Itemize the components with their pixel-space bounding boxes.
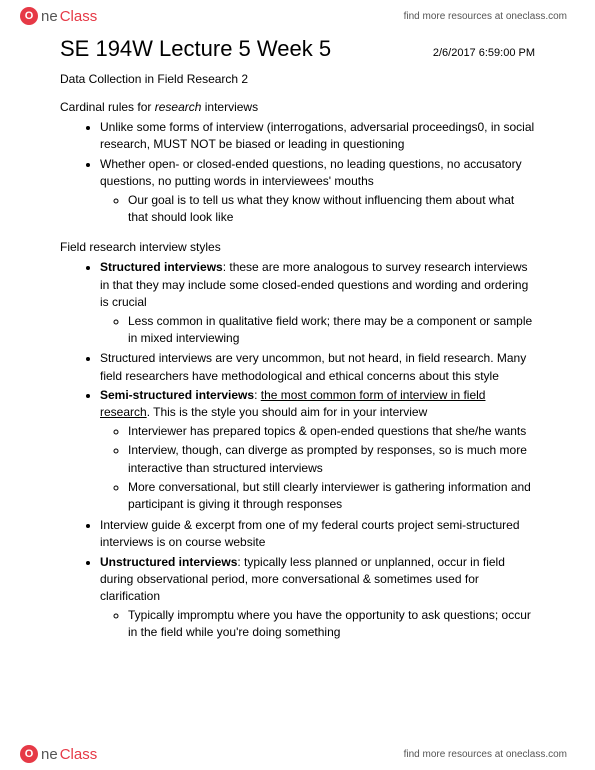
- title-row: SE 194W Lecture 5 Week 5 2/6/2017 6:59:0…: [60, 36, 535, 62]
- footer-tagline: find more resources at oneclass.com: [404, 749, 567, 760]
- footer-bar: O neClass find more resources at oneclas…: [0, 738, 595, 770]
- list-item: More conversational, but still clearly i…: [128, 478, 535, 515]
- brand-text-class: Class: [60, 746, 98, 763]
- list-item-text: Whether open- or closed-ended questions,…: [100, 157, 522, 188]
- list-item: Unlike some forms of interview (interrog…: [100, 118, 535, 155]
- term-semistructured: Semi-structured interviews: [100, 388, 254, 402]
- brand-text-one: ne: [41, 8, 58, 25]
- term-unstructured: Unstructured interviews: [100, 555, 237, 569]
- header-tagline: find more resources at oneclass.com: [404, 11, 567, 22]
- timestamp: 2/6/2017 6:59:00 PM: [433, 47, 535, 59]
- sublist: Interviewer has prepared topics & open-e…: [100, 422, 535, 515]
- list-item: Interview guide & excerpt from one of my…: [100, 516, 535, 553]
- header-bar: O neClass find more resources at oneclas…: [0, 0, 595, 32]
- list-item: Structured interviews are very uncommon,…: [100, 349, 535, 386]
- section-b-label: Field research interview styles: [60, 240, 535, 254]
- brand-circle-icon: O: [20, 7, 38, 25]
- brand-logo-footer: O neClass: [20, 745, 97, 763]
- section-a-label-post: interviews: [201, 100, 258, 114]
- page-title: SE 194W Lecture 5 Week 5: [60, 36, 331, 62]
- section-a-label-pre: Cardinal rules for: [60, 100, 155, 114]
- list-item: Whether open- or closed-ended questions,…: [100, 155, 535, 229]
- section-a-label: Cardinal rules for research interviews: [60, 100, 535, 114]
- brand-text-class: Class: [60, 8, 98, 25]
- sublist: Typically impromptu where you have the o…: [100, 606, 535, 643]
- brand-logo: O neClass: [20, 7, 97, 25]
- sublist: Our goal is to tell us what they know wi…: [100, 191, 535, 228]
- document-content: SE 194W Lecture 5 Week 5 2/6/2017 6:59:0…: [0, 32, 595, 644]
- brand-circle-icon: O: [20, 745, 38, 763]
- list-item: Less common in qualitative field work; t…: [128, 312, 535, 349]
- section-a-list: Unlike some forms of interview (interrog…: [60, 118, 535, 228]
- colon: :: [254, 388, 261, 402]
- brand-text-one: ne: [41, 746, 58, 763]
- term-structured: Structured interviews: [100, 260, 223, 274]
- subtitle: Data Collection in Field Research 2: [60, 72, 535, 86]
- list-item: Our goal is to tell us what they know wi…: [128, 191, 535, 228]
- sublist: Less common in qualitative field work; t…: [100, 312, 535, 349]
- list-item: Interviewer has prepared topics & open-e…: [128, 422, 535, 441]
- list-item: Typically impromptu where you have the o…: [128, 606, 535, 643]
- list-item: Structured interviews: these are more an…: [100, 258, 535, 349]
- list-item-text: . This is the style you should aim for i…: [147, 405, 428, 419]
- list-item: Unstructured interviews: typically less …: [100, 553, 535, 644]
- list-item: Semi-structured interviews: the most com…: [100, 386, 535, 516]
- section-a-label-italic: research: [155, 100, 202, 114]
- section-b-list: Structured interviews: these are more an…: [60, 258, 535, 643]
- list-item: Interview, though, can diverge as prompt…: [128, 441, 535, 478]
